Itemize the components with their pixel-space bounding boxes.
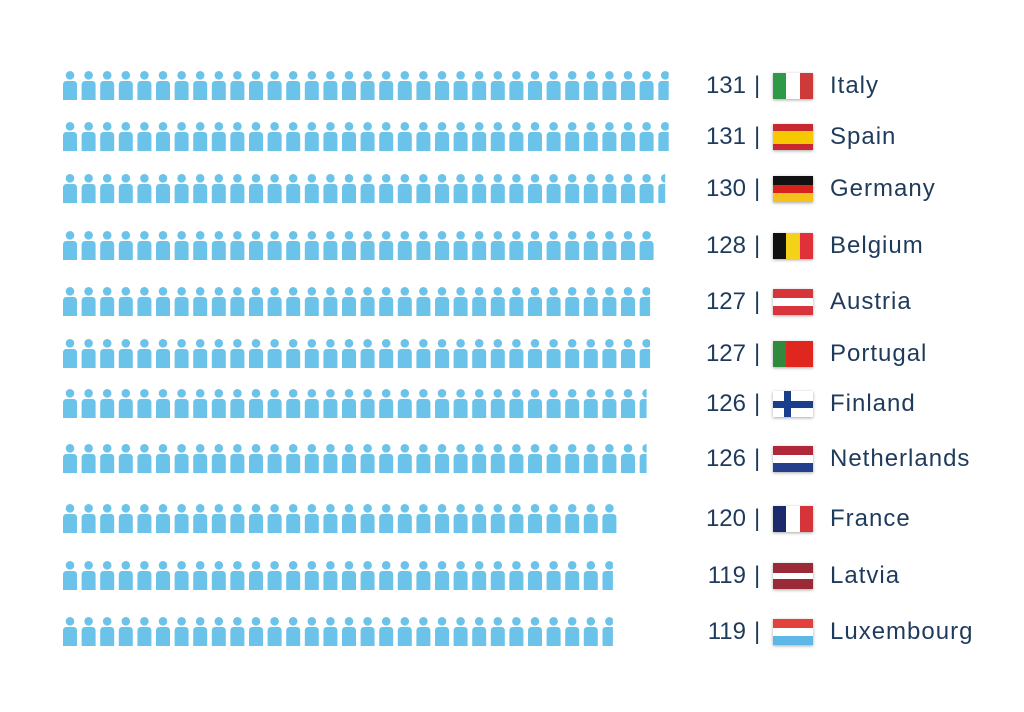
portugal-flag bbox=[773, 341, 813, 367]
value-label: 119 bbox=[707, 618, 746, 645]
value-label: 130 bbox=[705, 175, 746, 202]
country-label: Latvia bbox=[830, 562, 901, 589]
value-label: 131 bbox=[705, 123, 746, 150]
value-label: 126 bbox=[705, 445, 746, 472]
austria-flag bbox=[773, 289, 813, 315]
separator: | bbox=[754, 618, 761, 645]
separator: | bbox=[754, 123, 761, 150]
pictogram-row bbox=[63, 339, 651, 368]
country-label: Spain bbox=[830, 123, 897, 150]
finland-flag bbox=[773, 391, 813, 417]
pictogram-row bbox=[63, 561, 613, 590]
pictogram-row bbox=[63, 122, 669, 151]
luxembourg-flag bbox=[773, 619, 813, 645]
value-label: 126 bbox=[705, 390, 746, 417]
italy-flag bbox=[773, 73, 813, 99]
separator: | bbox=[754, 445, 761, 472]
country-label: France bbox=[830, 505, 911, 532]
germany-flag bbox=[773, 176, 813, 202]
country-label: Portugal bbox=[830, 340, 928, 367]
country-label: Netherlands bbox=[830, 445, 971, 472]
netherlands-flag bbox=[773, 446, 813, 472]
separator: | bbox=[754, 232, 761, 259]
pictogram-row bbox=[63, 504, 617, 533]
pictogram-row bbox=[63, 231, 654, 260]
value-label: 131 bbox=[705, 72, 746, 99]
pictogram-row bbox=[63, 617, 613, 646]
value-label: 128 bbox=[705, 232, 746, 259]
pictogram-row bbox=[63, 174, 666, 203]
france-flag bbox=[773, 506, 813, 532]
value-label: 127 bbox=[705, 340, 746, 367]
separator: | bbox=[754, 175, 761, 202]
spain-flag bbox=[773, 124, 813, 150]
pictogram-row bbox=[63, 389, 647, 418]
pictogram-row bbox=[63, 287, 651, 316]
value-label: 127 bbox=[705, 288, 746, 315]
separator: | bbox=[754, 288, 761, 315]
separator: | bbox=[754, 505, 761, 532]
value-label: 120 bbox=[705, 505, 746, 532]
latvia-flag bbox=[773, 563, 813, 589]
pictogram-row bbox=[63, 71, 669, 100]
country-label: Austria bbox=[830, 288, 912, 315]
pictogram-row bbox=[63, 444, 647, 473]
separator: | bbox=[754, 562, 761, 589]
belgium-flag bbox=[773, 233, 813, 259]
separator: | bbox=[754, 390, 761, 417]
country-label: Luxembourg bbox=[830, 618, 974, 645]
country-label: Germany bbox=[830, 175, 936, 202]
separator: | bbox=[754, 72, 761, 99]
separator: | bbox=[754, 340, 761, 367]
country-label: Italy bbox=[830, 72, 880, 99]
country-label: Belgium bbox=[830, 232, 924, 259]
country-label: Finland bbox=[830, 390, 916, 417]
value-label: 119 bbox=[707, 562, 746, 589]
